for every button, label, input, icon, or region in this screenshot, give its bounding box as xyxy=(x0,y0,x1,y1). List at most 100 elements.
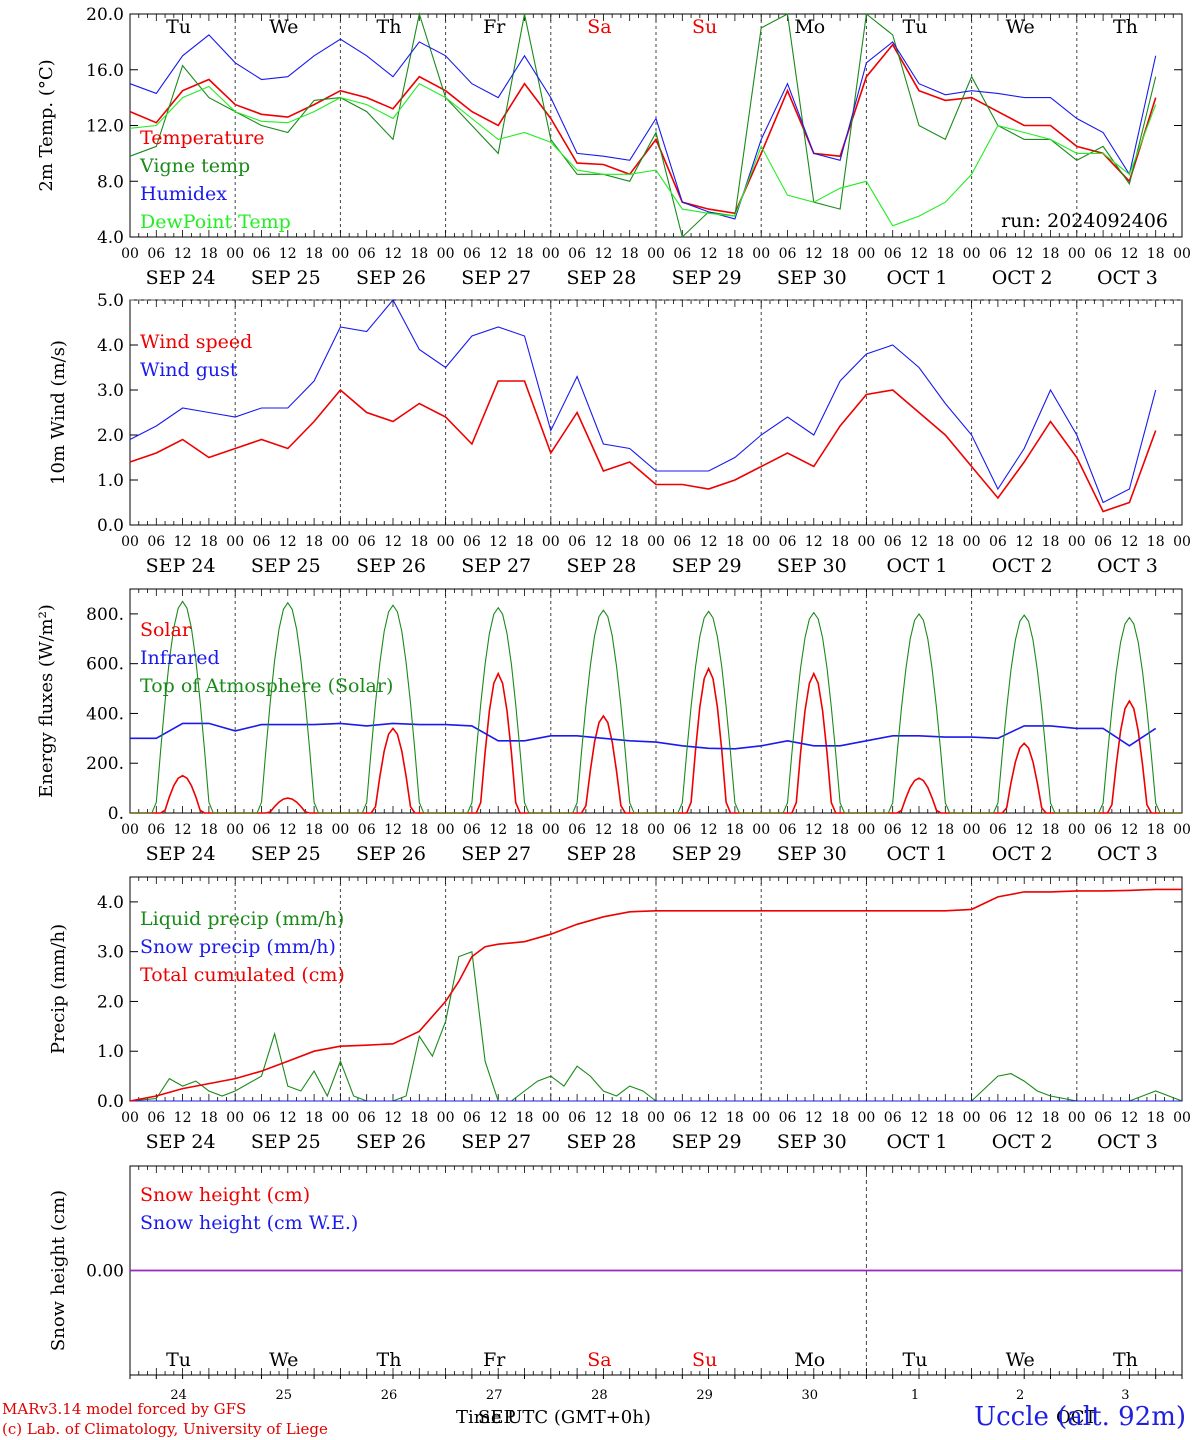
y-tick-label: 8.0 xyxy=(97,172,124,192)
date-label: SEP 27 xyxy=(461,843,531,865)
day-number-label: 28 xyxy=(591,1388,608,1403)
hour-tick-label: 06 xyxy=(568,246,586,262)
hour-tick-label: 18 xyxy=(200,246,218,262)
legend-entry: Humidex xyxy=(140,183,227,205)
day-number-label: 26 xyxy=(381,1388,398,1403)
date-label: OCT 3 xyxy=(1097,267,1158,289)
hour-tick-label: 18 xyxy=(516,822,534,838)
date-label: SEP 27 xyxy=(461,1131,531,1153)
hour-tick-label: 00 xyxy=(647,1110,665,1126)
hour-tick-label: 06 xyxy=(568,534,586,550)
weekday-label: Tu xyxy=(903,1349,928,1371)
series-line-temp-1 xyxy=(129,11,1157,239)
hour-tick-label: 18 xyxy=(305,822,323,838)
hour-tick-label: 12 xyxy=(489,246,507,262)
weekday-label: We xyxy=(269,16,298,38)
legend-entry: Snow height (cm W.E.) xyxy=(140,1212,358,1234)
hour-tick-label: 18 xyxy=(621,822,639,838)
date-label: SEP 24 xyxy=(146,843,216,865)
date-label: SEP 25 xyxy=(251,843,321,865)
hour-tick-label: 12 xyxy=(700,534,718,550)
date-label: OCT 1 xyxy=(887,1131,948,1153)
hour-tick-label: 00 xyxy=(226,1110,244,1126)
month-label-sep: SEP xyxy=(478,1407,516,1428)
day-number-label: 27 xyxy=(486,1388,503,1403)
hour-tick-label: 18 xyxy=(936,534,954,550)
y-axis-label: 10m Wind (m/s) xyxy=(48,340,69,485)
run-label: run: 2024092406 xyxy=(1001,210,1168,232)
date-label: SEP 30 xyxy=(777,555,847,577)
date-label: SEP 24 xyxy=(146,267,216,289)
hour-tick-label: 06 xyxy=(253,246,271,262)
date-label: OCT 2 xyxy=(992,267,1053,289)
hour-tick-label: 06 xyxy=(463,246,481,262)
weekday-label: Fr xyxy=(483,16,506,38)
hour-tick-label: 00 xyxy=(121,534,139,550)
hour-tick-label: 12 xyxy=(1015,246,1033,262)
weekday-label: Sa xyxy=(587,16,611,38)
hour-tick-label: 18 xyxy=(516,246,534,262)
date-label: SEP 25 xyxy=(251,555,321,577)
y-tick-label: 400. xyxy=(86,704,124,724)
hour-tick-label: 18 xyxy=(410,1110,428,1126)
y-tick-label: 1.0 xyxy=(97,471,124,491)
hour-tick-label: 12 xyxy=(700,822,718,838)
weekday-label: Tu xyxy=(903,16,928,38)
date-label: OCT 3 xyxy=(1097,555,1158,577)
date-label: SEP 30 xyxy=(777,843,847,865)
x-axis-title: Time UTC (GMT+0h) xyxy=(456,1407,651,1428)
y-tick-label: 0.0 xyxy=(97,1092,124,1112)
hour-tick-label: 18 xyxy=(726,534,744,550)
legend-entry: Top of Atmosphere (Solar) xyxy=(140,675,393,697)
hour-tick-label: 12 xyxy=(1015,1110,1033,1126)
hour-tick-label: 06 xyxy=(253,534,271,550)
panel-precip: 0.0 1.0 2.0 3.0 4.0 Precip (mm/h) Liquid preci… xyxy=(48,876,1191,1153)
hour-tick-label: 18 xyxy=(1042,1110,1060,1126)
hour-tick-label: 18 xyxy=(516,534,534,550)
panel-snow: 0.00 Snow height (cm) Snow height (cm) Snow… xyxy=(48,1165,1183,1403)
y-tick-label: 5.0 xyxy=(97,291,124,311)
hour-tick-label: 18 xyxy=(831,246,849,262)
hour-tick-label: 00 xyxy=(437,1110,455,1126)
legend-entry: Liquid precip (mm/h) xyxy=(140,908,344,930)
hour-tick-label: 18 xyxy=(621,534,639,550)
hour-tick-label: 00 xyxy=(963,534,981,550)
hour-tick-label: 06 xyxy=(463,534,481,550)
hour-tick-label: 12 xyxy=(805,534,823,550)
hour-tick-label: 06 xyxy=(358,1110,376,1126)
date-label: SEP 24 xyxy=(146,555,216,577)
day-number-label: 2 xyxy=(1016,1388,1024,1403)
hour-tick-label: 12 xyxy=(279,246,297,262)
hour-tick-label: 12 xyxy=(384,534,402,550)
hour-tick-label: 00 xyxy=(752,1110,770,1126)
date-label: SEP 29 xyxy=(672,555,742,577)
hour-tick-label: 12 xyxy=(279,534,297,550)
date-label: SEP 26 xyxy=(356,1131,426,1153)
hour-tick-label: 18 xyxy=(200,534,218,550)
hour-tick-label: 12 xyxy=(174,534,192,550)
hour-tick-label: 06 xyxy=(568,822,586,838)
legend-entry: Snow height (cm) xyxy=(140,1184,310,1206)
hour-tick-label: 18 xyxy=(1042,246,1060,262)
date-label: SEP 30 xyxy=(777,267,847,289)
hour-tick-label: 18 xyxy=(831,822,849,838)
weekday-label: We xyxy=(269,1349,298,1371)
hour-tick-label: 18 xyxy=(305,534,323,550)
hour-tick-label: 00 xyxy=(647,822,665,838)
series-line-temp-0 xyxy=(129,43,1157,215)
hour-tick-label: 12 xyxy=(594,822,612,838)
hour-tick-label: 00 xyxy=(1068,534,1086,550)
hour-tick-label: 18 xyxy=(621,246,639,262)
hour-tick-label: 06 xyxy=(673,822,691,838)
hour-tick-label: 06 xyxy=(673,534,691,550)
date-label: SEP 26 xyxy=(356,267,426,289)
y-tick-label: 12.0 xyxy=(86,117,124,137)
plot-frame xyxy=(129,588,1183,814)
hour-tick-label: 12 xyxy=(805,1110,823,1126)
date-label: SEP 30 xyxy=(777,1131,847,1153)
hour-tick-label: 00 xyxy=(437,822,455,838)
lab-credit: (c) Lab. of Climatology, University of L… xyxy=(2,1420,328,1438)
y-tick-label: 0.0 xyxy=(97,516,124,536)
hour-tick-label: 12 xyxy=(910,822,928,838)
hour-tick-label: 00 xyxy=(226,246,244,262)
